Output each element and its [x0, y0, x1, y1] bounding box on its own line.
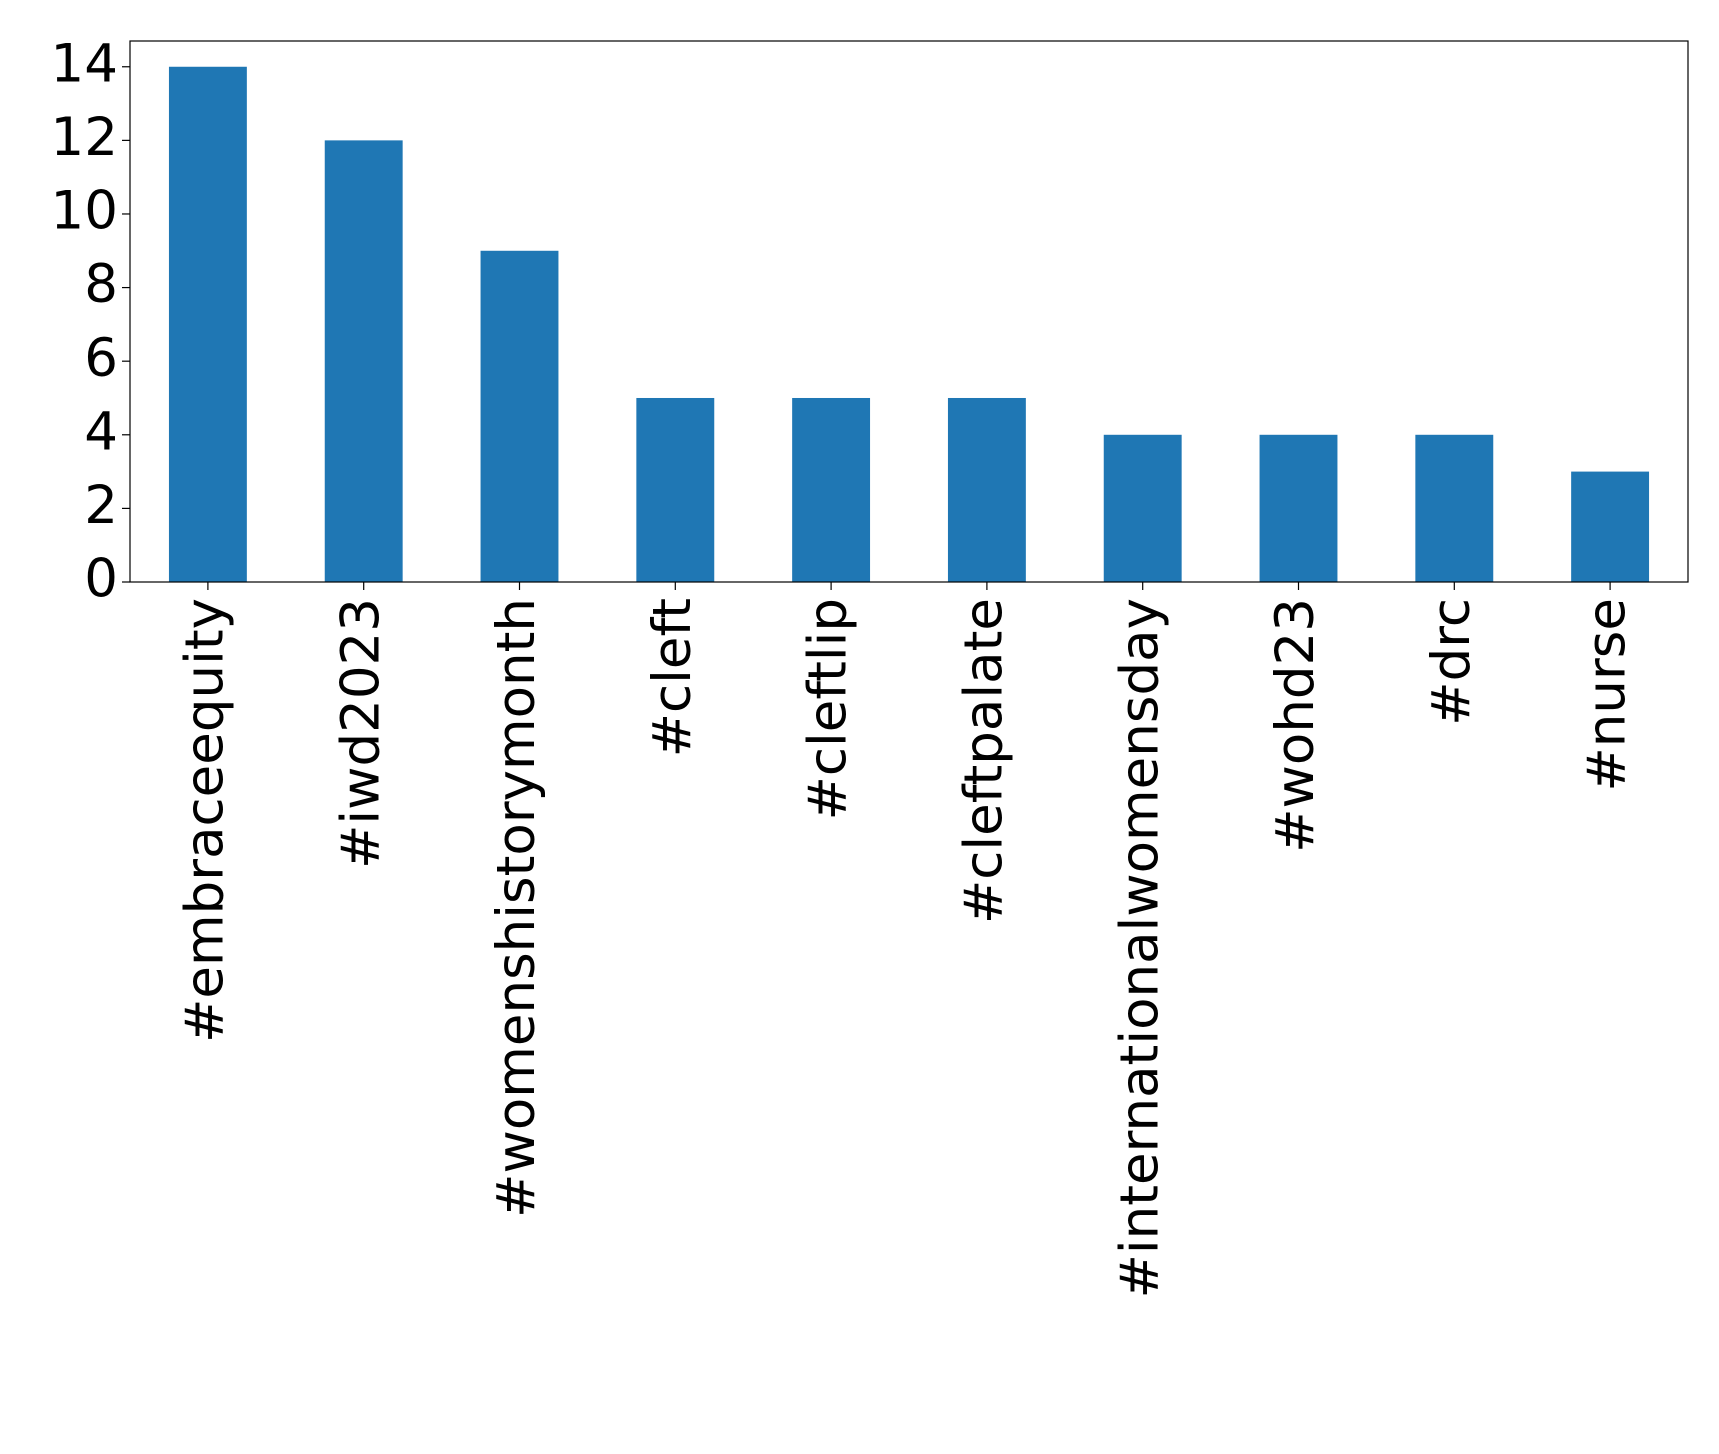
x-tick-label: #cleftpalate — [954, 598, 1015, 924]
y-tick-label: 0 — [84, 549, 118, 610]
x-tick-label: #cleft — [642, 598, 703, 757]
x-tick-label: #internationalwomensday — [1109, 598, 1170, 1298]
plot-frame — [129, 40, 1689, 583]
x-tick-label: #wohd23 — [1265, 598, 1326, 853]
y-tick-label: 4 — [84, 401, 118, 462]
bar — [1103, 434, 1182, 582]
y-tick-label: 12 — [51, 107, 118, 168]
x-tick-label: #cleftlip — [798, 598, 859, 820]
x-tick-label: #embraceequity — [175, 598, 236, 1043]
x-tick-label: #nurse — [1577, 598, 1638, 792]
bar — [480, 250, 559, 582]
y-tick-label: 6 — [84, 328, 118, 389]
y-tick-label: 8 — [84, 254, 118, 315]
bar — [1571, 471, 1650, 582]
x-tick-label: #drc — [1421, 598, 1482, 726]
x-tick-label: #womenshistorymonth — [486, 598, 547, 1218]
bar — [636, 397, 715, 582]
bar — [1259, 434, 1338, 582]
bar — [324, 140, 403, 582]
x-tick-label: #iwd2023 — [330, 598, 391, 869]
bar — [1415, 434, 1494, 582]
y-tick-label: 10 — [51, 181, 118, 242]
y-tick-label: 2 — [84, 475, 118, 536]
bar — [792, 397, 871, 582]
y-tick-label: 14 — [51, 33, 118, 94]
bar — [947, 397, 1026, 582]
bar — [168, 66, 247, 582]
